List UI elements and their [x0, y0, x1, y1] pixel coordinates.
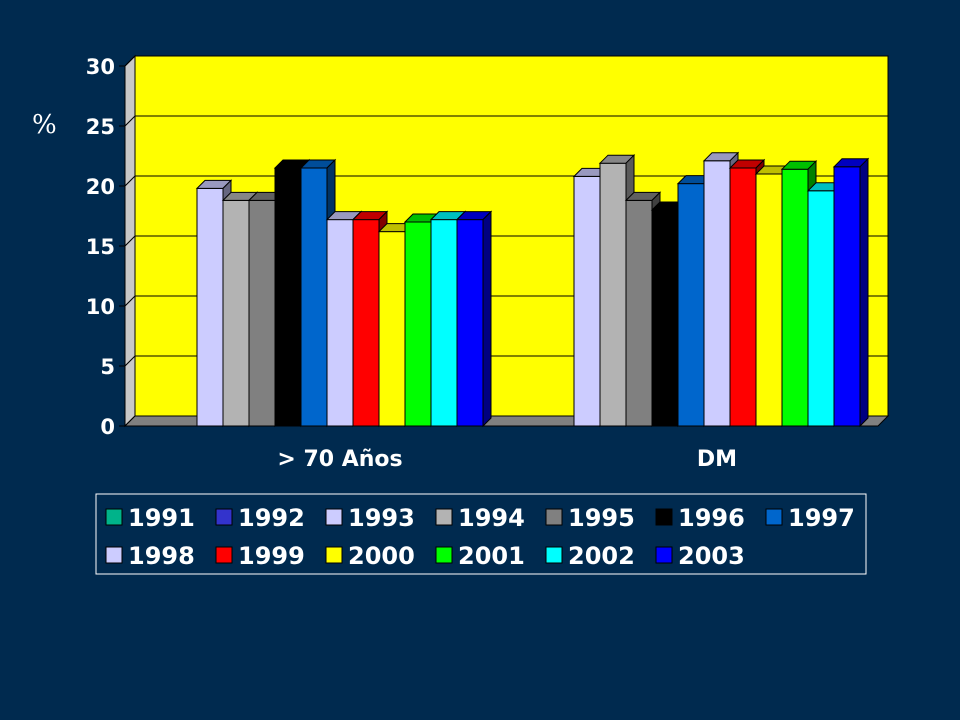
legend-box: [95, 493, 867, 575]
legend-item: 1993: [325, 504, 415, 532]
legend-label: 1995: [568, 504, 635, 532]
legend-label: 2003: [678, 542, 745, 570]
legend-swatch: [765, 508, 783, 526]
legend-item: 1996: [655, 504, 745, 532]
legend-item: 1991: [105, 504, 195, 532]
bar-side: [482, 210, 492, 428]
bar-front: [573, 175, 601, 427]
bar-front: [755, 173, 783, 427]
bar-front: [833, 166, 861, 427]
legend: 1991 1992 1993 1994 1995 1996 1997 1998 1999 2000…: [95, 493, 867, 575]
legend-swatch: [325, 508, 343, 526]
gridline-diag: [124, 55, 136, 67]
gridline-diag: [124, 295, 136, 307]
bar-front: [248, 199, 276, 427]
bar-front: [300, 167, 328, 427]
bar-front: [326, 219, 354, 427]
legend-item: 1992: [215, 504, 305, 532]
legend-swatch: [655, 508, 673, 526]
bar-front: [378, 231, 406, 427]
legend-label: 2000: [348, 542, 415, 570]
legend-label: 1994: [458, 504, 525, 532]
y-tick-label: 20: [86, 175, 115, 199]
legend-swatch: [545, 546, 563, 564]
bar-front: [599, 162, 627, 427]
gridline-diag: [124, 355, 136, 367]
legend-swatch: [215, 546, 233, 564]
bar-front: [352, 219, 380, 427]
legend-swatch: [545, 508, 563, 526]
bar-front: [651, 209, 679, 427]
legend-label: 1992: [238, 504, 305, 532]
legend-item: 1999: [215, 542, 305, 570]
legend-label: 1997: [788, 504, 855, 532]
gridline-diag: [124, 175, 136, 187]
y-tick-label: 0: [100, 415, 115, 439]
legend-swatch: [215, 508, 233, 526]
legend-label: 1996: [678, 504, 745, 532]
legend-swatch: [105, 546, 123, 564]
legend-item: 1995: [545, 504, 635, 532]
x-axis-labels: > 70 Años DM: [277, 447, 737, 472]
bar-front: [625, 199, 653, 427]
bar-side: [859, 157, 869, 428]
y-tick-label: 15: [86, 235, 115, 259]
bar-front: [274, 167, 302, 427]
bar-front: [196, 187, 224, 427]
legend-swatch: [435, 508, 453, 526]
y-tick-label: 25: [86, 115, 115, 139]
legend-swatch: [655, 546, 673, 564]
legend-label: 1991: [128, 504, 195, 532]
y-tick-label: 30: [86, 55, 115, 79]
legend-item: 1998: [105, 542, 195, 570]
bar: [832, 157, 870, 428]
legend-swatch: [325, 546, 343, 564]
legend-swatch: [435, 546, 453, 564]
category-label: DM: [697, 447, 737, 472]
bar: [455, 210, 493, 428]
legend-item: 2003: [655, 542, 745, 570]
legend-label: 1999: [238, 542, 305, 570]
legend-label: 2001: [458, 542, 525, 570]
legend-item: 1997: [765, 504, 855, 532]
y-tick-label: 10: [86, 295, 115, 319]
bars: [123, 151, 890, 428]
y-axis-label: %: [32, 110, 57, 140]
bar-front: [677, 183, 705, 427]
gridline-diag: [124, 115, 136, 127]
bar-front: [807, 190, 835, 427]
y-axis: 0 5 10 15 20 25 30: [86, 55, 126, 439]
category-label: > 70 Años: [277, 447, 402, 472]
legend-item: 1994: [435, 504, 525, 532]
bar-front: [430, 219, 458, 427]
bar-front: [703, 160, 731, 427]
bar-front: [222, 199, 250, 427]
bar-front: [404, 221, 432, 427]
legend-item: 2000: [325, 542, 415, 570]
legend-item: 2002: [545, 542, 635, 570]
y-tick-label: 5: [100, 355, 115, 379]
legend-label: 1998: [128, 542, 195, 570]
bar-front: [729, 167, 757, 427]
bar-front: [781, 168, 809, 427]
legend-swatch: [105, 508, 123, 526]
legend-item: 2001: [435, 542, 525, 570]
legend-label: 1993: [348, 504, 415, 532]
gridline-diag: [124, 235, 136, 247]
legend-label: 2002: [568, 542, 635, 570]
bar-front: [456, 219, 484, 427]
